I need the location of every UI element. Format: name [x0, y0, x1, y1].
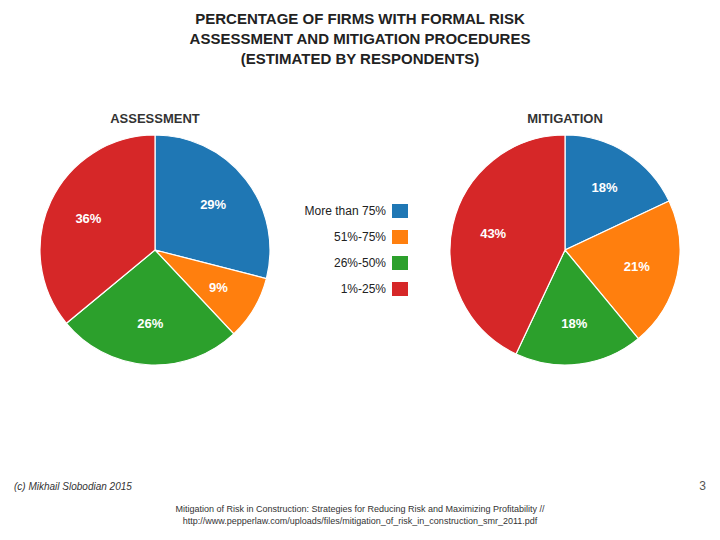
- title-line: PERCENTAGE OF FIRMS WITH FORMAL RISK: [195, 10, 525, 27]
- pie-heading: MITIGATION: [527, 111, 603, 126]
- legend-label: 1%-25%: [341, 282, 387, 296]
- chart: PERCENTAGE OF FIRMS WITH FORMAL RISK ASSE…: [0, 0, 720, 540]
- legend-swatch: [392, 282, 408, 296]
- pie: 18% 21% 18% 43%: [450, 135, 680, 365]
- annotation: 3: [699, 479, 706, 493]
- legend-swatch: [392, 256, 408, 270]
- data-label: 21%: [624, 259, 650, 274]
- data-label: 36%: [75, 211, 101, 226]
- data-label: 29%: [200, 197, 226, 212]
- data-label: 18%: [591, 180, 617, 195]
- data-label: 9%: [209, 280, 228, 295]
- annotation-line: http://www.pepperlaw.com/uploads/files/m…: [183, 516, 538, 526]
- title-line: ASSESSMENT AND MITIGATION PROCEDURES: [190, 30, 531, 47]
- legend: More than 75% 51%-75% 26%-50% 1%-25%: [305, 204, 408, 296]
- legend-swatch: [392, 204, 408, 218]
- annotation: Mitigation of Risk in Construction: Stra…: [175, 504, 545, 526]
- pie-heading: ASSESSMENT: [110, 111, 200, 126]
- legend-label: 51%-75%: [334, 230, 386, 244]
- annotation: (c) Mikhail Slobodian 2015: [14, 481, 132, 492]
- legend-swatch: [392, 230, 408, 244]
- title: PERCENTAGE OF FIRMS WITH FORMAL RISK ASSE…: [190, 10, 531, 67]
- data-label: 43%: [480, 226, 506, 241]
- annotation-line: Mitigation of Risk in Construction: Stra…: [175, 504, 545, 514]
- data-label: 26%: [137, 316, 163, 331]
- title-line: (ESTIMATED BY RESPONDENTS): [241, 50, 480, 67]
- pie: 29% 9% 26% 36%: [40, 135, 270, 365]
- legend-label: 26%-50%: [334, 256, 386, 270]
- data-label: 18%: [561, 316, 587, 331]
- pie-slice: [40, 135, 155, 323]
- legend-label: More than 75%: [305, 204, 387, 218]
- pie-slice: [450, 135, 565, 354]
